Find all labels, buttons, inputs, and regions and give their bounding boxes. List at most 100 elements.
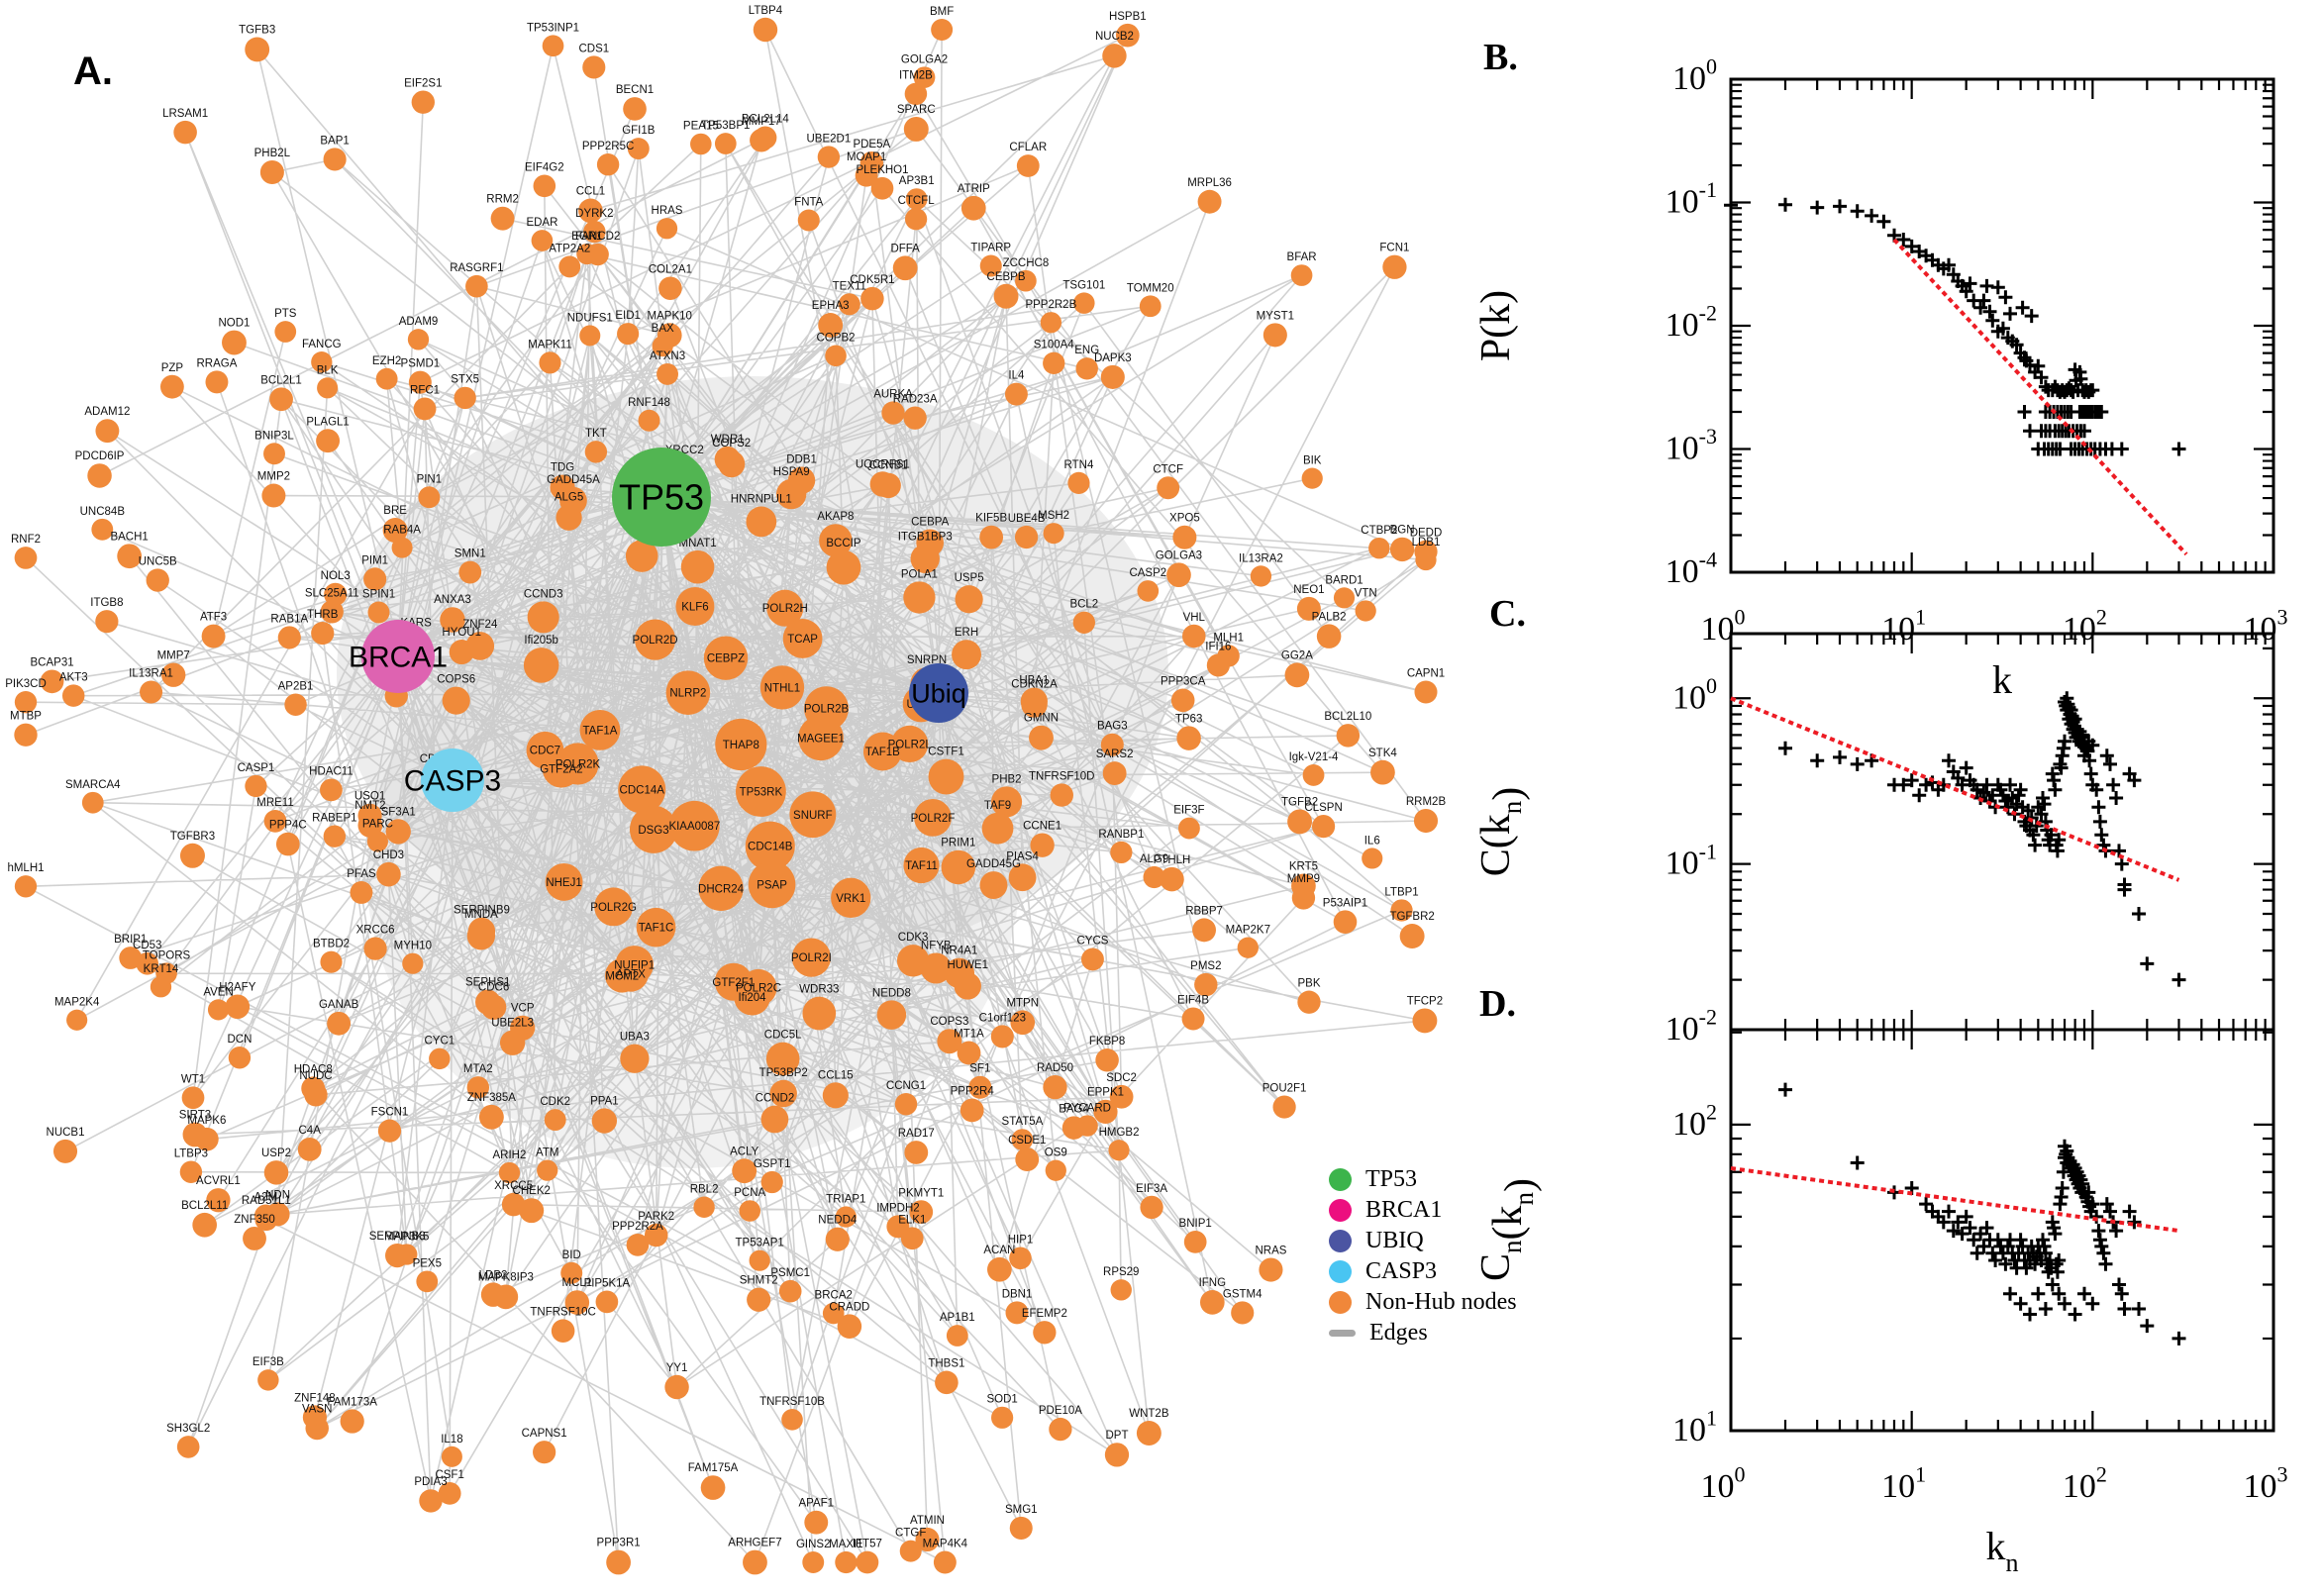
gene-label: BAX: [652, 323, 674, 335]
network-node: [1194, 972, 1218, 997]
network-node: [560, 1261, 583, 1284]
panel-label-a: A.: [73, 50, 113, 93]
network-node: [465, 274, 488, 298]
network-node: [913, 66, 936, 89]
network-node: [91, 518, 114, 541]
gene-label: POLR2I: [791, 952, 832, 964]
gene-label: EIF3A: [1136, 1183, 1167, 1195]
gene-label: IL13RA2: [1239, 552, 1283, 564]
gene-label: CDC6: [478, 981, 509, 993]
network-node: [753, 17, 778, 43]
gene-label: POLR2K: [556, 759, 601, 771]
gene-label: RNF148: [628, 397, 670, 409]
network-node: [1250, 565, 1272, 587]
network-node: [411, 90, 435, 114]
gene-label: CDK2: [540, 1096, 570, 1108]
gene-label: MRE11: [256, 797, 294, 809]
network-node: [837, 1314, 862, 1339]
network-node: [284, 693, 307, 716]
gene-label: GOLGA2: [901, 53, 948, 65]
network-node: [14, 875, 38, 898]
network-node: [826, 549, 861, 585]
network-node: [376, 861, 401, 887]
gene-label: TNFRSF10D: [1029, 770, 1094, 782]
network-node: [1390, 899, 1413, 922]
gene-label: RTN4: [1064, 459, 1094, 471]
gene-label: RFC1: [410, 385, 440, 397]
network-node: [558, 255, 581, 278]
gene-label: TCAP: [787, 634, 818, 646]
gene-label: SARS2: [1096, 748, 1134, 760]
gene-label: NEDD8: [872, 987, 911, 999]
gene-label: BTBD2: [313, 939, 350, 950]
network-node: [769, 1079, 797, 1108]
axis-tick-label: 101: [1672, 1406, 1717, 1448]
gene-label: EZH2: [372, 355, 401, 367]
scatter-points: [1724, 197, 2186, 456]
network-node: [1389, 537, 1415, 562]
gene-label: HSPA9: [773, 466, 810, 478]
network-node: [669, 800, 720, 851]
gene-label: MMP9: [1287, 873, 1320, 885]
gene-label: PARC: [362, 818, 393, 830]
network-node: [904, 1141, 929, 1164]
network-node: [316, 429, 341, 453]
gene-label: POLR2H: [762, 603, 808, 615]
gene-label: SHMT2: [740, 1275, 778, 1287]
network-node: [254, 1208, 278, 1232]
gene-label: NEDD4: [818, 1215, 858, 1227]
network-node: [904, 82, 928, 106]
network-node: [1045, 1159, 1066, 1181]
network-node: [909, 1200, 934, 1224]
gene-label: FSCN1: [371, 1107, 409, 1119]
axis-tick-label: 10-2: [1666, 301, 1717, 344]
legend-item-tp53: TP53: [1329, 1164, 1517, 1195]
network-node: [419, 1489, 443, 1513]
network-node: [979, 871, 1008, 900]
gene-label: EIF4B: [1177, 995, 1209, 1007]
network-node: [856, 1550, 879, 1574]
gene-label: SH3GL2: [166, 1423, 210, 1435]
gene-label: CDC14B: [748, 842, 793, 853]
gene-label: UBA3: [620, 1032, 650, 1044]
network-node: [1170, 688, 1195, 713]
network-node: [324, 582, 348, 606]
gene-label: RNF2: [11, 534, 41, 546]
network-node: [636, 907, 676, 948]
gene-label: NUDC: [299, 1070, 332, 1082]
network-node: [243, 1226, 266, 1250]
gene-label: UBA1: [1019, 675, 1049, 687]
network-node: [1011, 1129, 1034, 1150]
gene-label: MAPK10: [648, 310, 692, 322]
gene-label: NFYB: [921, 940, 952, 951]
gene-label: ATM: [536, 1147, 558, 1158]
network-node: [1108, 1140, 1130, 1161]
gene-label: hMLH1: [7, 862, 44, 874]
gene-label: FANCG: [302, 339, 342, 350]
network-node: [933, 1550, 957, 1574]
network-node: [501, 1192, 526, 1217]
network-node: [377, 1119, 402, 1143]
network-node: [750, 129, 773, 152]
y-axis-title: P(k): [1473, 290, 1519, 361]
network-node: [526, 731, 564, 769]
network-node: [402, 952, 424, 974]
gene-label: EFEMP2: [1022, 1308, 1067, 1320]
gene-label: BCL2L14: [742, 114, 790, 126]
gene-label: CASP2: [1129, 567, 1166, 579]
network-node: [1029, 725, 1054, 750]
gene-label: NHEJ1: [546, 877, 581, 889]
network-node: [1033, 1321, 1057, 1345]
gene-label: AKT3: [59, 671, 88, 683]
gene-label: POLR2F: [911, 813, 956, 825]
gene-label: MAP4K4: [923, 1539, 968, 1550]
network-node: [1412, 1008, 1438, 1034]
gene-label: GADD45G: [966, 858, 1021, 870]
gene-label: LTBP1: [1384, 886, 1418, 898]
gene-label: CCNG1: [886, 1080, 926, 1092]
gene-label: MYST1: [1257, 310, 1294, 322]
network-node: [382, 518, 408, 544]
gene-label: ATMIN: [910, 1515, 945, 1527]
gene-label: GINS2: [796, 1539, 831, 1550]
network-node: [458, 560, 482, 584]
